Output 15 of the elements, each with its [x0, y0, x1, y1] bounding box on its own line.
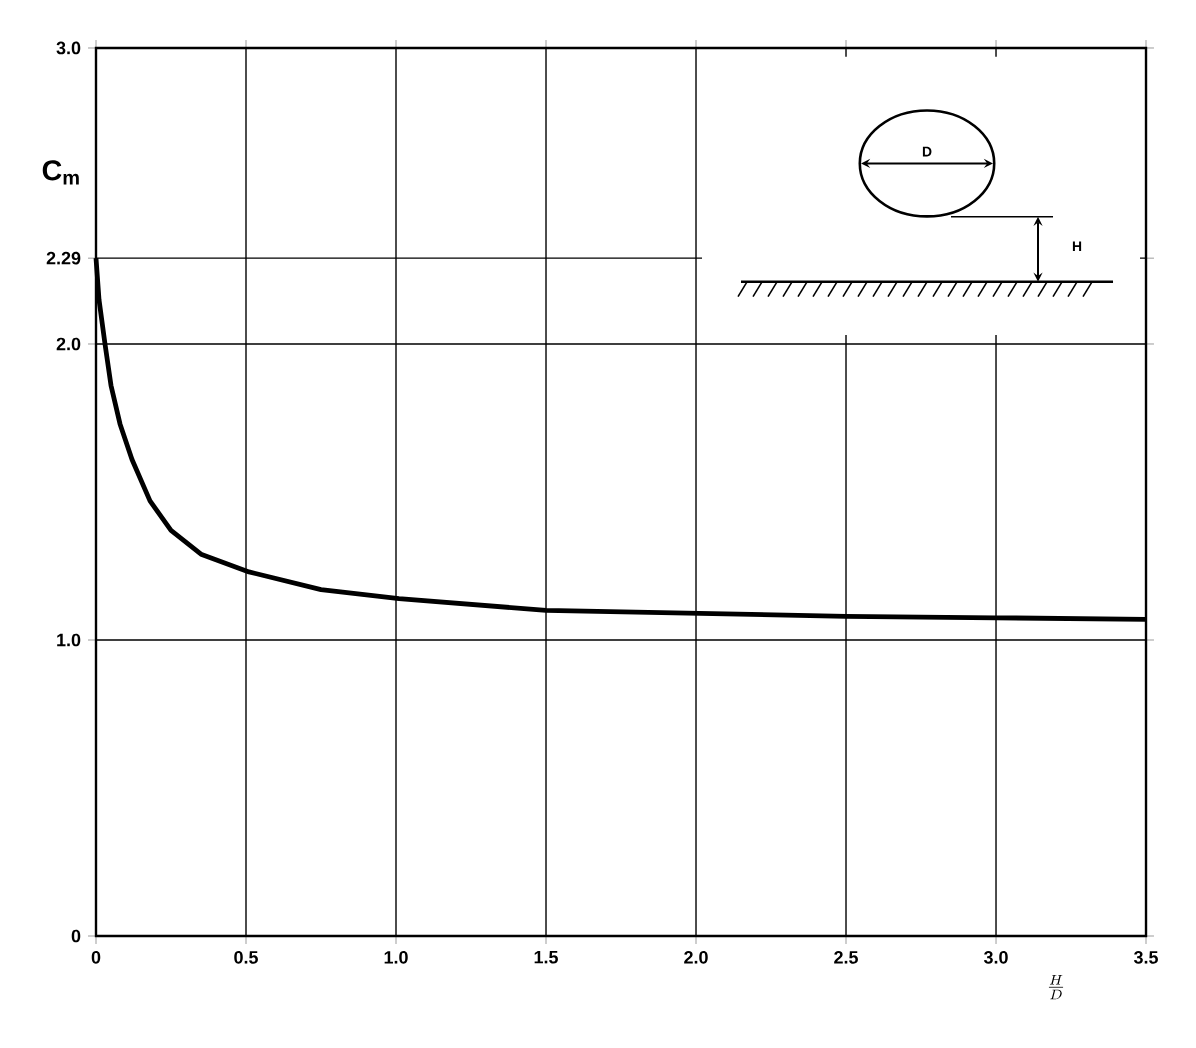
y-tick-label: 3.0 [56, 41, 81, 55]
y-tick-label: 2.29 [46, 251, 81, 265]
x-tick-label: 2.0 [684, 951, 708, 964]
x-tick-label: 3.5 [1133, 951, 1158, 964]
x-tick-label: 2.5 [834, 951, 858, 964]
y-tick-label: 1.0 [57, 633, 81, 647]
y-tick-label: 2.0 [56, 337, 81, 351]
x-tick-label: 0.5 [234, 951, 258, 964]
x-tick-label: 0 [91, 951, 101, 964]
x-tick-label: 3.0 [983, 951, 1008, 964]
y-axis-title: C$_{m}$ [42, 160, 79, 185]
x-tick-label: 1.5 [534, 951, 558, 964]
x-axis-title: $\frac{H}{D}$ [1048, 974, 1064, 1000]
y-tick-label: 0 [71, 929, 81, 943]
x-tick-label: 1.0 [384, 951, 408, 964]
